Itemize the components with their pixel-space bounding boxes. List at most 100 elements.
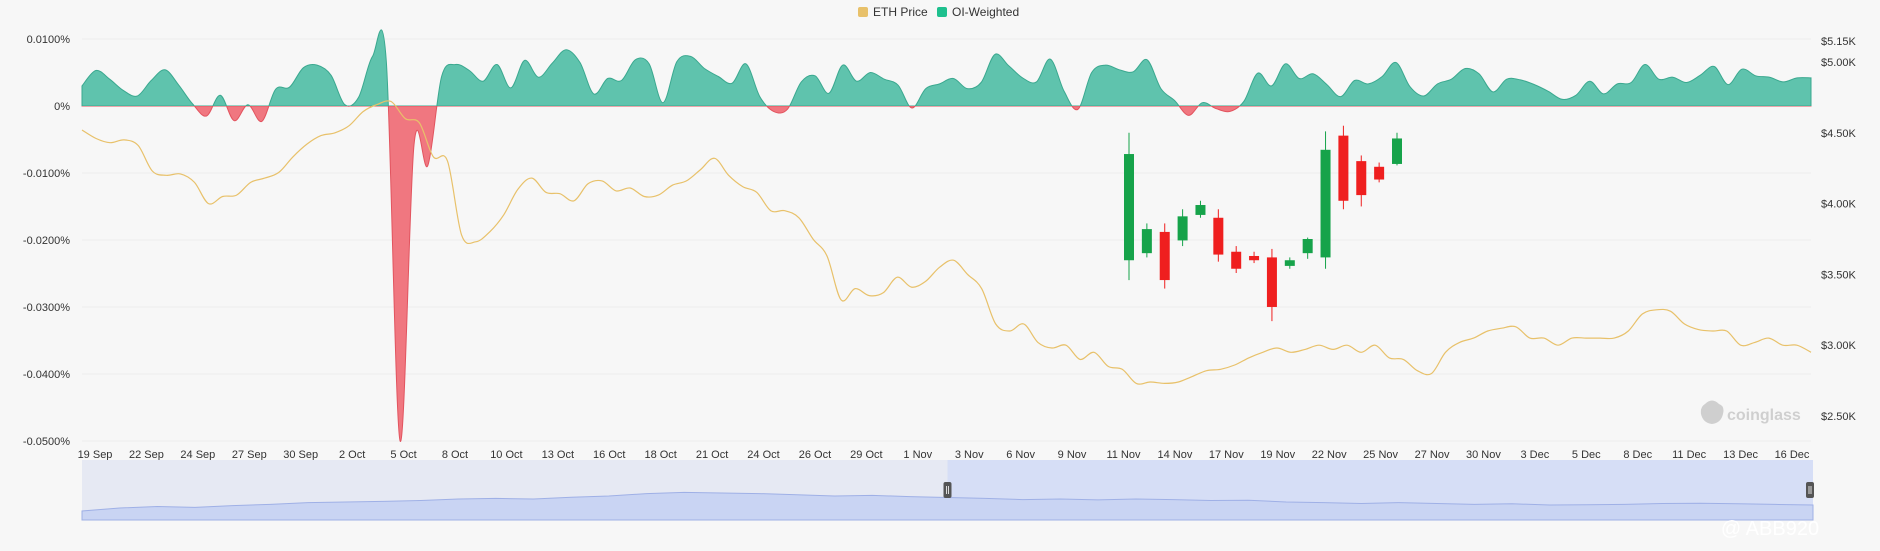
candle-body	[1141, 229, 1152, 254]
x-axis-tick-label: 22 Sep	[129, 449, 164, 461]
candle-body	[1159, 231, 1170, 281]
candle-body	[1124, 154, 1134, 261]
watermark-text: coinglass	[1727, 407, 1801, 424]
x-axis-tick-label: 26 Oct	[799, 449, 831, 461]
navigator-handle-left[interactable]	[943, 482, 952, 498]
x-axis-tick-label: 16 Oct	[593, 449, 625, 461]
candle	[1392, 132, 1402, 166]
x-axis-tick-label: 11 Dec	[1672, 449, 1707, 461]
candle	[1284, 257, 1295, 269]
right-axis-tick-label: $3.00K	[1821, 340, 1857, 352]
candle	[1356, 155, 1367, 207]
coinglass-logo-icon	[1700, 400, 1724, 424]
legend-label-oi-weighted: OI-Weighted	[952, 5, 1019, 19]
candle	[1302, 237, 1313, 259]
navigator-handle-grip	[943, 482, 952, 498]
left-axis-tick-label: -0.0100%	[23, 168, 70, 180]
candle-body	[1231, 251, 1242, 269]
left-axis-tick-label: -0.0300%	[23, 302, 70, 314]
right-axis-tick-label: $4.50K	[1821, 128, 1857, 140]
x-axis-tick-label: 13 Oct	[542, 449, 574, 461]
navigator-series	[81, 491, 1814, 521]
candle-body	[1374, 166, 1385, 180]
candle	[1320, 131, 1331, 269]
candle-body	[1284, 260, 1295, 266]
x-axis-ticks: 19 Sep 22 Sep 24 Sep 27 Sep 30 Sep 2 Oct 5 Oct…	[78, 449, 1810, 461]
candle	[1374, 162, 1385, 183]
navigator-handle-right[interactable]	[1806, 482, 1814, 498]
x-axis-tick-label: 11 Nov	[1106, 449, 1141, 461]
x-axis-tick-label: 21 Oct	[696, 449, 728, 461]
right-axis-ticks: $5.15K $5.00K $4.50K $4.00K $3.50K $3.00K $2.5…	[1821, 36, 1857, 423]
right-axis-tick-label: $3.50K	[1821, 269, 1857, 281]
right-axis-tick-label: $5.00K	[1821, 57, 1857, 69]
x-axis-tick-label: 2 Oct	[339, 449, 365, 461]
x-axis-tick-label: 24 Oct	[747, 449, 779, 461]
x-axis-tick-label: 27 Nov	[1415, 449, 1450, 461]
legend-swatch-oi-weighted	[937, 7, 947, 17]
x-axis-tick-label: 8 Dec	[1623, 449, 1652, 461]
candle-body	[1302, 239, 1313, 254]
x-axis-tick-label: 24 Sep	[180, 449, 215, 461]
x-axis-tick-label: 29 Oct	[850, 449, 882, 461]
x-axis-tick-label: 18 Oct	[644, 449, 676, 461]
candle	[1266, 248, 1277, 322]
right-axis-tick-label: $2.50K	[1821, 411, 1857, 423]
x-axis-tick-label: 5 Dec	[1572, 449, 1601, 461]
credit-watermark: @ ABB920	[1721, 518, 1819, 540]
x-axis-tick-label: 25 Nov	[1363, 449, 1398, 461]
oi-weighted-area	[81, 29, 1812, 442]
right-axis-tick-label: $5.15K	[1821, 36, 1857, 48]
candle	[1213, 209, 1224, 262]
candle-body	[1320, 149, 1331, 258]
candle-body	[1249, 255, 1260, 261]
right-axis-tick-label: $4.00K	[1821, 199, 1857, 211]
x-axis-tick-label: 22 Nov	[1312, 449, 1347, 461]
navigator-handle-grip	[1806, 482, 1814, 498]
left-axis-tick-label: -0.0400%	[23, 369, 70, 381]
eth-price-line	[81, 100, 1812, 385]
navigator[interactable]	[81, 460, 1814, 521]
legend-label-eth-price: ETH Price	[873, 5, 928, 19]
legend-item-oi-weighted[interactable]: OI-Weighted	[937, 5, 1019, 19]
candle	[1141, 223, 1152, 258]
candle	[1124, 132, 1134, 281]
left-axis-tick-label: -0.0500%	[23, 436, 70, 448]
oi-weighted-positive-area	[81, 29, 1812, 106]
candle-body	[1213, 217, 1224, 255]
x-axis-tick-label: 1 Nov	[903, 449, 932, 461]
x-axis-tick-label: 19 Nov	[1260, 449, 1295, 461]
x-axis-tick-label: 17 Nov	[1209, 449, 1244, 461]
x-axis-tick-label: 13 Dec	[1723, 449, 1758, 461]
candle-body	[1177, 216, 1188, 241]
legend-item-eth-price[interactable]: ETH Price	[858, 5, 928, 19]
x-axis-tick-label: 10 Oct	[490, 449, 522, 461]
x-axis-tick-label: 5 Oct	[390, 449, 416, 461]
candle	[1195, 200, 1206, 218]
candle	[1338, 125, 1349, 210]
x-axis-tick-label: 9 Nov	[1058, 449, 1087, 461]
x-axis-tick-label: 3 Dec	[1521, 449, 1550, 461]
x-axis-tick-label: 3 Nov	[955, 449, 984, 461]
candle-body	[1356, 161, 1367, 196]
left-axis-ticks: 0.0100% 0% -0.0100% -0.0200% -0.0300% -0.0400…	[23, 34, 70, 448]
candle-body	[1392, 138, 1402, 164]
left-axis-tick-label: 0.0100%	[27, 34, 71, 46]
left-axis-tick-label: 0%	[54, 101, 70, 113]
candlesticks	[1124, 125, 1402, 322]
candle-body	[1195, 205, 1206, 215]
x-axis-tick-label: 30 Nov	[1466, 449, 1501, 461]
candle	[1231, 246, 1242, 273]
legend: ETH Price OI-Weighted	[858, 5, 1019, 19]
x-axis-tick-label: 16 Dec	[1775, 449, 1810, 461]
candle	[1177, 209, 1188, 247]
left-axis-tick-label: -0.0200%	[23, 235, 70, 247]
x-axis-tick-label: 27 Sep	[232, 449, 267, 461]
candle-body	[1266, 257, 1277, 307]
x-axis-tick-label: 30 Sep	[283, 449, 318, 461]
x-axis-tick-label: 14 Nov	[1157, 449, 1192, 461]
legend-swatch-eth-price	[858, 7, 868, 17]
x-axis-tick-label: 19 Sep	[78, 449, 113, 461]
x-axis-tick-label: 8 Oct	[442, 449, 468, 461]
